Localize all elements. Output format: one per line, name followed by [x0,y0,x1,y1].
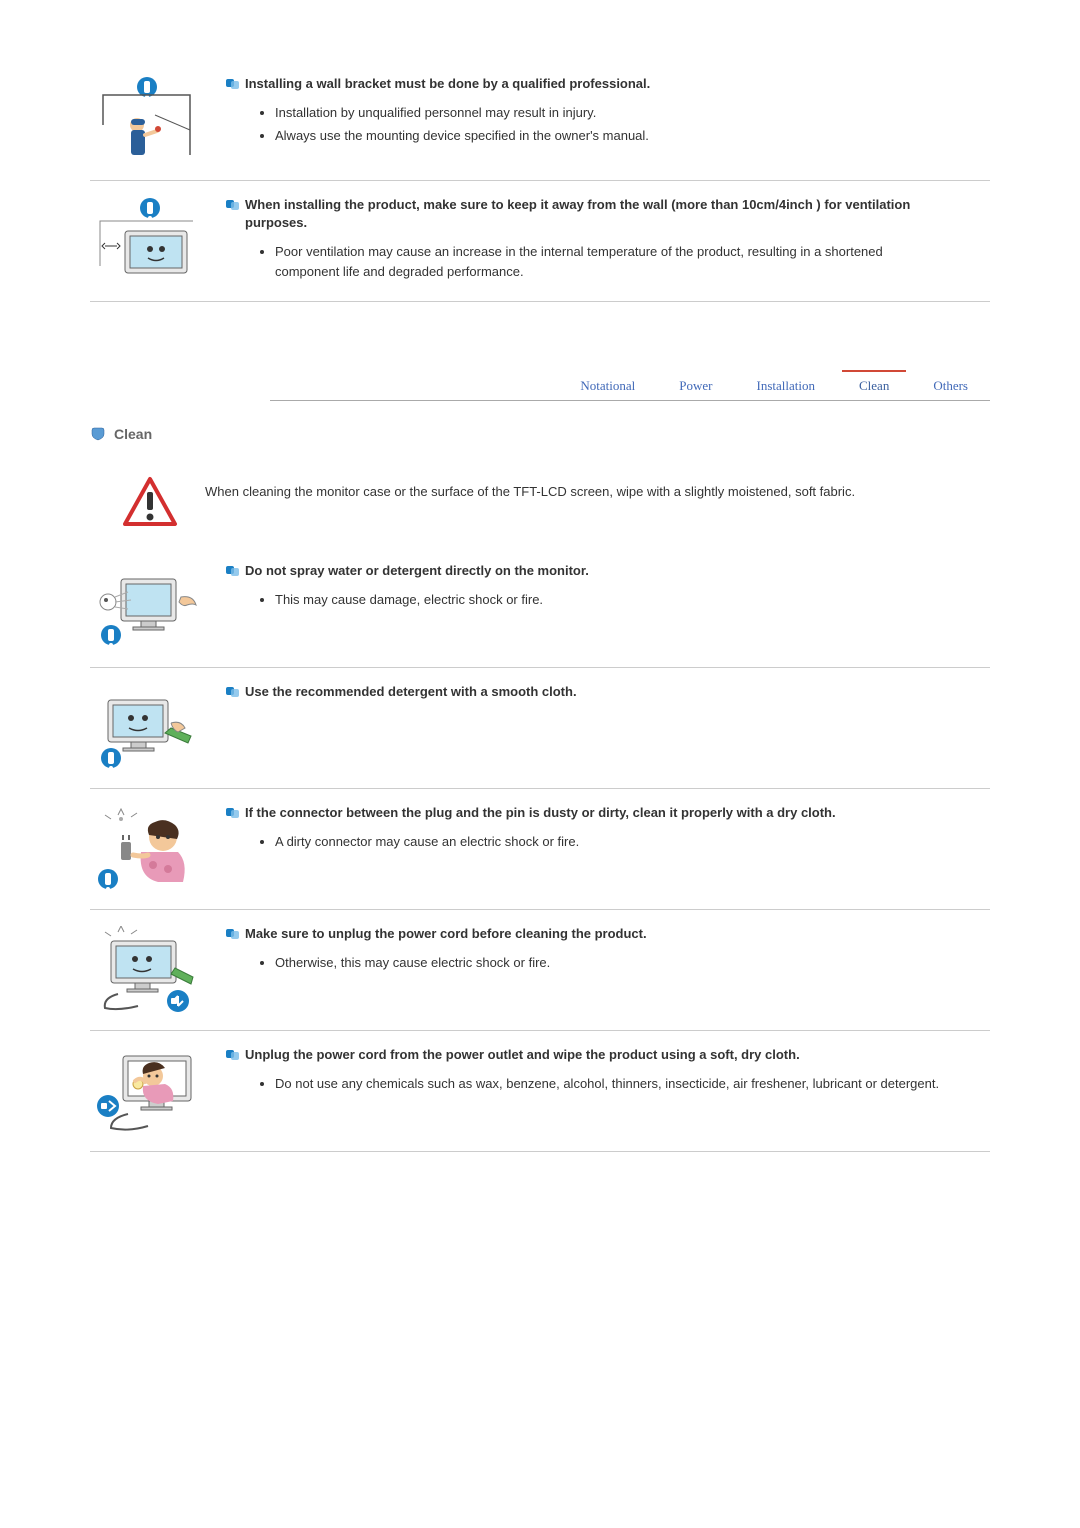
bullet: Always use the mounting device specified… [275,126,950,146]
illustration-unplug-soft-cloth [90,1046,200,1136]
tab-clean[interactable]: Clean [837,372,911,400]
bullet: Do not use any chemicals such as wax, be… [275,1074,950,1094]
illustration-dusty-connector [90,804,200,894]
content: Make sure to unplug the power cord befor… [225,925,990,1015]
tab-notational[interactable]: Notational [558,372,657,400]
bullet: This may cause damage, electric shock or… [275,590,950,610]
item-title: Unplug the power cord from the power out… [245,1046,800,1064]
item-title: If the connector between the plug and th… [245,804,836,822]
content: Unplug the power cord from the power out… [225,1046,990,1136]
safety-item: Make sure to unplug the power cord befor… [90,910,990,1031]
safety-item: Installing a wall bracket must be done b… [90,60,990,181]
content: When installing the product, make sure t… [225,196,990,286]
bullet-icon [225,198,239,213]
bullet-icon [225,1048,239,1063]
clean-intro: When cleaning the monitor case or the su… [90,457,990,547]
item-title: When installing the product, make sure t… [245,196,950,232]
tab-bar: Notational Power Installation Clean Othe… [270,372,990,401]
intro-text: When cleaning the monitor case or the su… [205,482,950,502]
safety-item: Do not spray water or detergent directly… [90,547,990,668]
safety-item: When installing the product, make sure t… [90,181,990,302]
bullet-icon [225,685,239,700]
illustration-cloth-monitor [90,683,200,773]
item-title: Use the recommended detergent with a smo… [245,683,577,701]
section-title: Clean [114,426,152,442]
tab-others[interactable]: Others [911,372,990,400]
bullet: A dirty connector may cause an electric … [275,832,950,852]
warning-triangle-icon [120,472,180,532]
content: When cleaning the monitor case or the su… [205,472,990,532]
tab-section: Notational Power Installation Clean Othe… [90,372,990,401]
illustration-ventilation [90,196,200,286]
section-header: Clean [90,426,990,442]
illustration-spray-monitor [90,562,200,652]
safety-item: Use the recommended detergent with a smo… [90,668,990,789]
illustration-unplug-clean [90,925,200,1015]
illustration-installer [90,75,200,165]
safety-item: If the connector between the plug and th… [90,789,990,910]
item-title: Make sure to unplug the power cord befor… [245,925,647,943]
content: Use the recommended detergent with a smo… [225,683,990,773]
content: Installing a wall bracket must be done b… [225,75,990,165]
content: Do not spray water or detergent directly… [225,562,990,652]
bullet-icon [225,564,239,579]
section-header-icon [90,427,106,441]
bullet: Otherwise, this may cause electric shock… [275,953,950,973]
item-title: Do not spray water or detergent directly… [245,562,589,580]
bullet: Poor ventilation may cause an increase i… [275,242,950,281]
bullet: Installation by unqualified personnel ma… [275,103,950,123]
bullet-icon [225,806,239,821]
safety-item: Unplug the power cord from the power out… [90,1031,990,1152]
bullet-icon [225,77,239,92]
bullet-icon [225,927,239,942]
content: If the connector between the plug and th… [225,804,990,894]
item-title: Installing a wall bracket must be done b… [245,75,650,93]
tab-installation[interactable]: Installation [735,372,838,400]
tab-power[interactable]: Power [657,372,734,400]
